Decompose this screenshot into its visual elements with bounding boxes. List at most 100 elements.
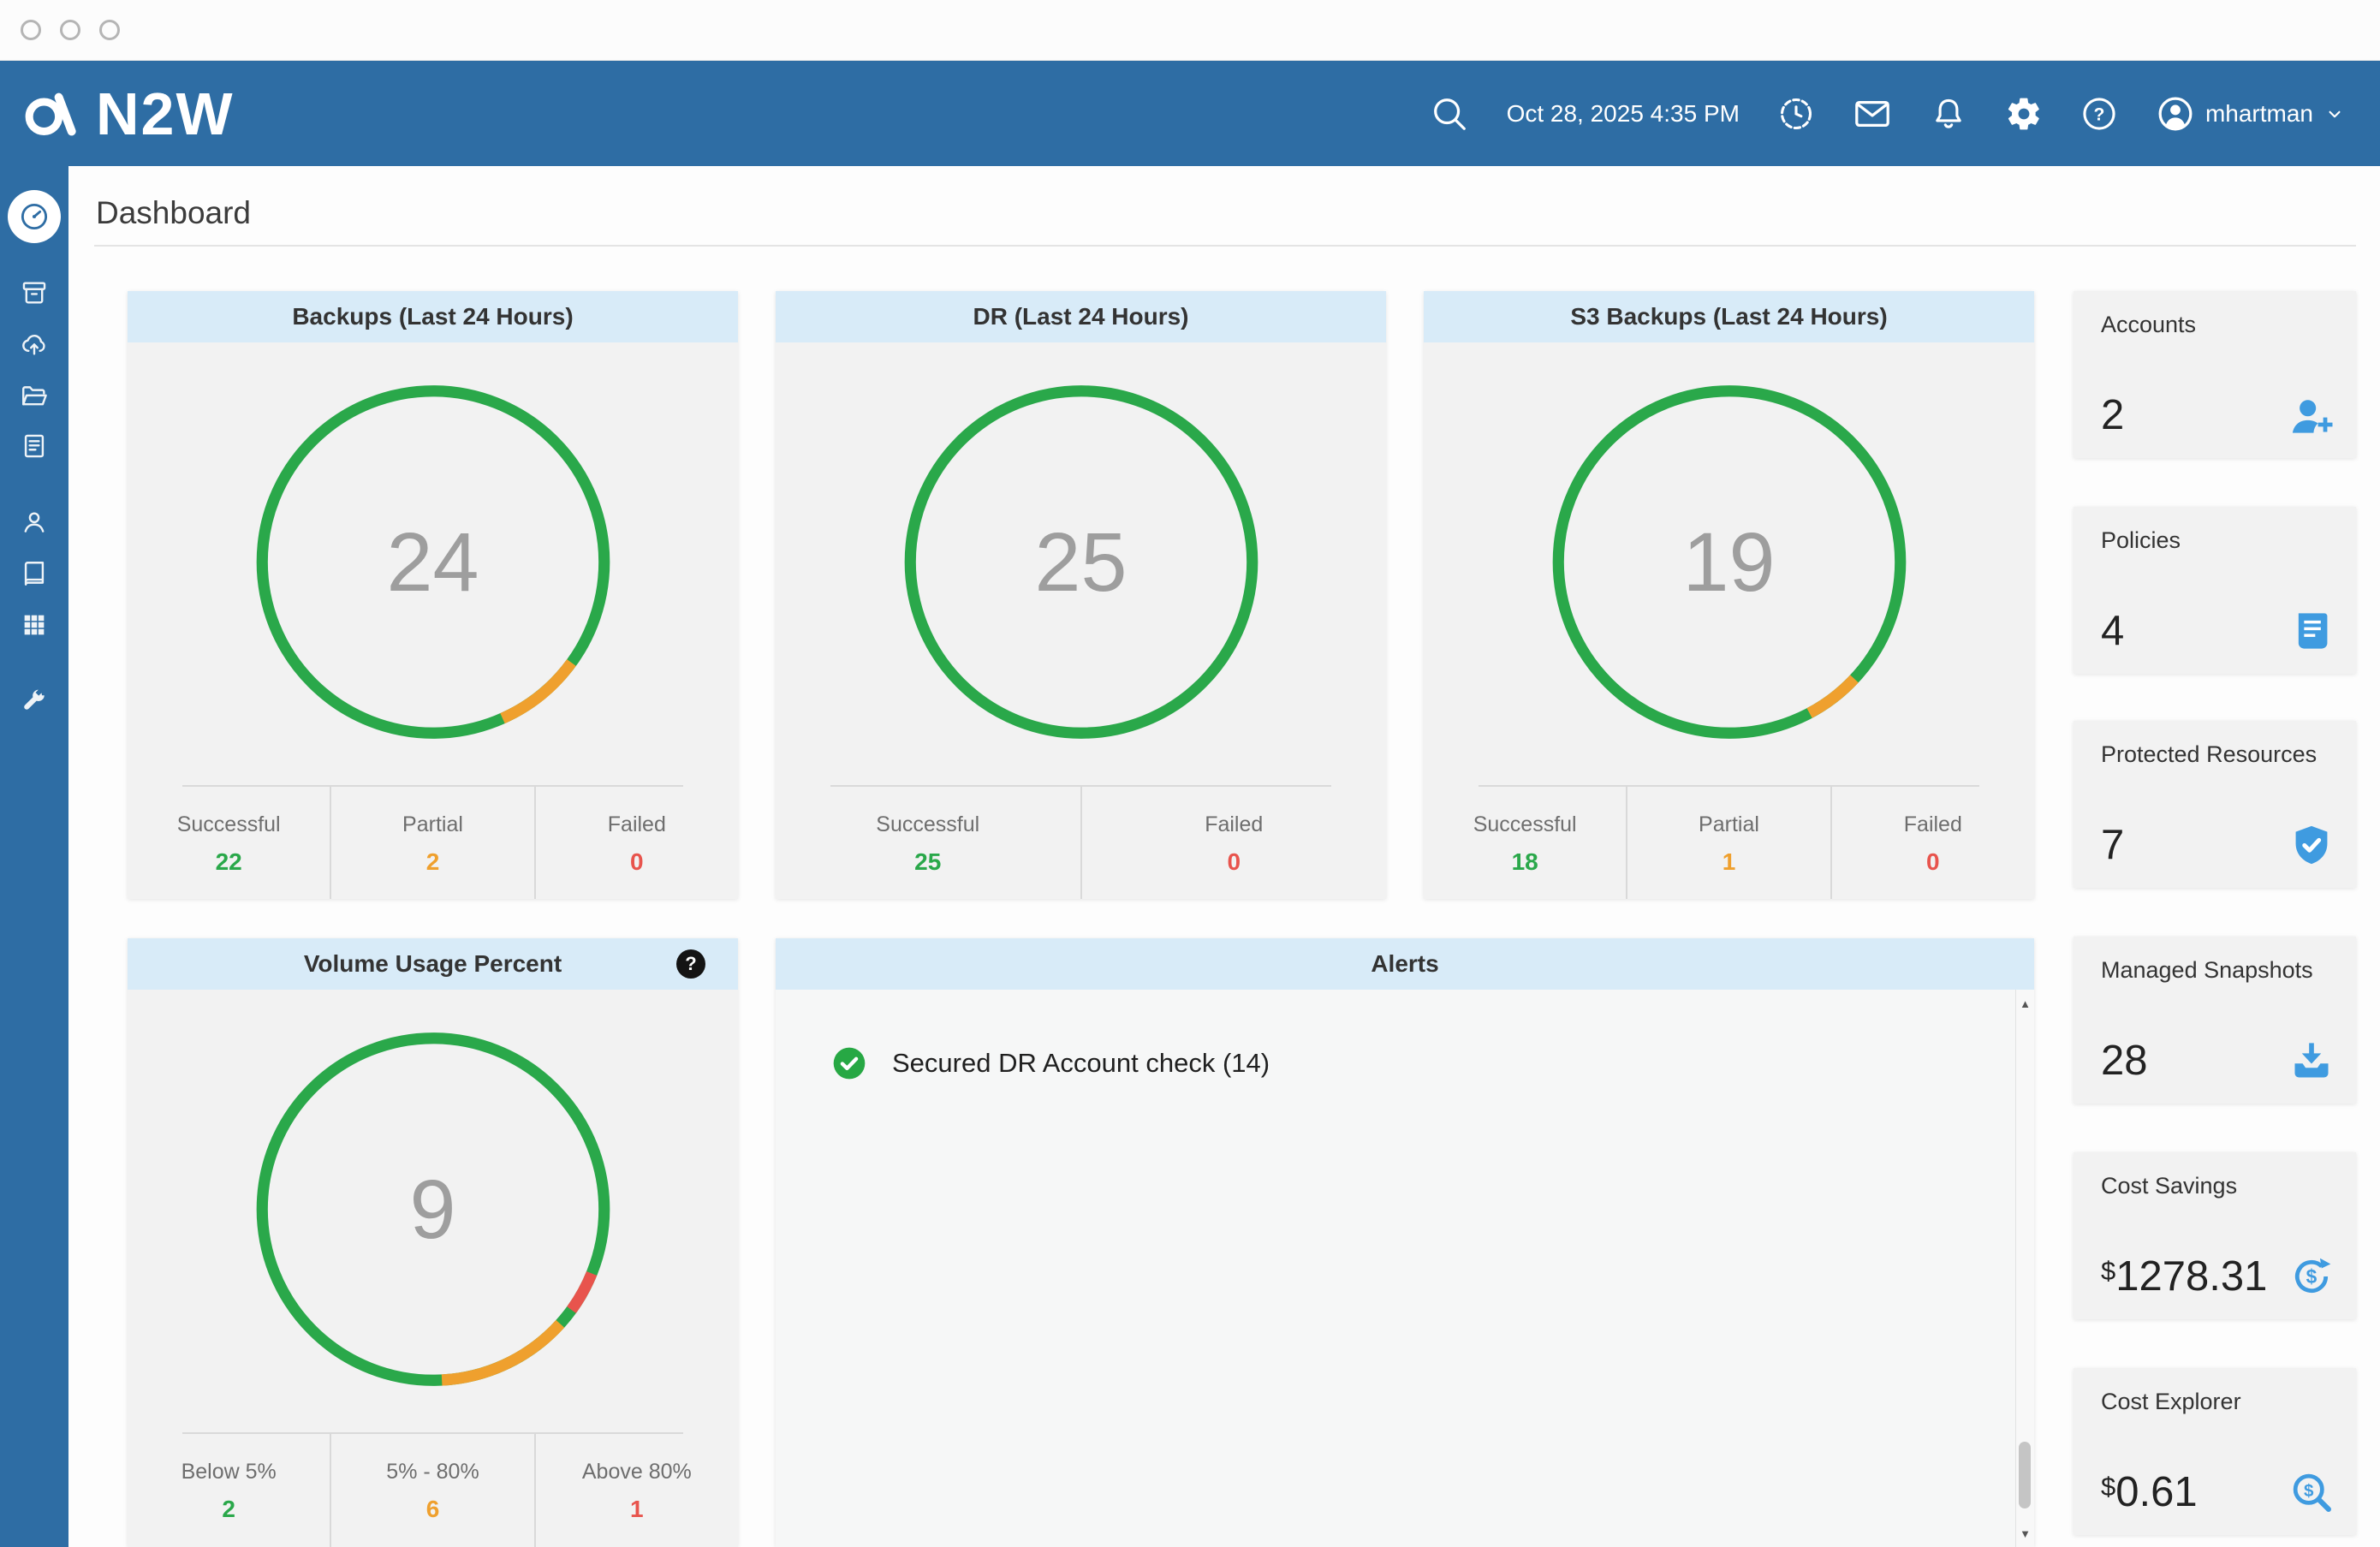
user-icon <box>2158 97 2193 130</box>
summary-card-cost-explorer[interactable]: Cost Explorer $0.61 $ <box>2074 1368 2356 1535</box>
backups-donut-chart <box>256 385 610 739</box>
stat-value: 6 <box>425 1496 440 1522</box>
window-titlebar <box>0 0 2380 61</box>
stats-row: Successful 25 Failed 0 <box>776 785 1386 899</box>
sidebar-item-resources[interactable] <box>20 382 49 415</box>
summary-title: Protected Resources <box>2101 741 2318 767</box>
dollar-search-icon: $ <box>2293 1473 2331 1512</box>
sidebar-item-schedules[interactable] <box>20 610 49 644</box>
stat-label: Partial <box>402 812 463 836</box>
sidebar-item-accounts[interactable] <box>20 508 49 541</box>
header-datetime: Oct 28, 2025 4:35 PM <box>1506 99 1740 127</box>
wrench-icon <box>24 689 45 710</box>
user-icon <box>24 512 45 533</box>
window-minimize-button[interactable] <box>60 20 80 40</box>
page-title: Dashboard <box>96 195 252 230</box>
stat-label: Below 5% <box>181 1460 277 1484</box>
card-title-text: Volume Usage Percent <box>303 950 562 977</box>
cloud-upload-icon <box>22 334 45 355</box>
donut-total: 25 <box>1034 515 1128 609</box>
summary-value: 2 <box>2101 392 2125 438</box>
summary-value: $1278.31 <box>2101 1253 2268 1300</box>
bell-icon[interactable] <box>1930 95 1967 133</box>
stat-value: 25 <box>914 848 942 875</box>
divider <box>94 245 2356 247</box>
window-maximize-button[interactable] <box>99 20 120 40</box>
stat-label: Successful <box>876 812 980 836</box>
svg-text:$: $ <box>2306 1265 2318 1288</box>
stat-value: 22 <box>215 848 242 875</box>
summary-title: Managed Snapshots <box>2101 957 2313 983</box>
sidebar-nav <box>0 166 68 1547</box>
summary-value: 4 <box>2101 608 2125 654</box>
snapshot-download-icon <box>2294 1043 2329 1078</box>
stat-value: 18 <box>1511 848 1538 875</box>
policy-icon <box>2298 613 2328 649</box>
summary-title: Cost Savings <box>2101 1173 2238 1199</box>
mail-icon[interactable] <box>1853 94 1892 134</box>
gear-icon[interactable] <box>2005 95 2043 133</box>
app-logo[interactable]: N2W <box>21 80 235 148</box>
card-title: Backups (Last 24 Hours) <box>128 291 738 342</box>
summary-card-accounts[interactable]: Accounts 2 <box>2074 291 2356 458</box>
volume-usage-card: Volume Usage Percent ? 9 Below 5% 2 5% - … <box>128 938 738 1547</box>
stat-value: 0 <box>1926 848 1940 875</box>
sidebar-item-server-settings[interactable] <box>20 687 49 720</box>
summary-title: Policies <box>2101 527 2181 553</box>
sidebar-item-logs[interactable] <box>20 559 49 592</box>
person-add-icon <box>2292 400 2333 433</box>
s3-donut-chart <box>1552 385 1906 739</box>
logo-text: N2W <box>96 80 235 147</box>
sidebar-item-backup-monitor[interactable] <box>20 278 49 312</box>
scrollbar-thumb[interactable] <box>2019 1442 2031 1508</box>
sidebar-item-dashboard[interactable] <box>8 190 61 243</box>
stat-value: 0 <box>630 848 644 875</box>
archive-icon <box>22 282 46 304</box>
card-title: Alerts <box>776 938 2034 990</box>
alerts-scrollbar[interactable]: ▲ ▼ <box>2015 990 2034 1547</box>
svg-text:$: $ <box>2304 1481 2314 1501</box>
stat-label: Above 80% <box>581 1460 692 1484</box>
summary-card-managed-snapshots[interactable]: Managed Snapshots 28 <box>2074 937 2356 1104</box>
alert-item[interactable]: Secured DR Account check (14) <box>776 990 2034 1082</box>
summary-card-protected-resources[interactable]: Protected Resources 7 <box>2074 721 2356 888</box>
scroll-up-arrow[interactable]: ▲ <box>2020 997 2031 1010</box>
donut-total: 19 <box>1682 515 1776 609</box>
stat-label: Failed <box>607 812 666 836</box>
check-circle-icon <box>833 1047 866 1080</box>
sidebar-item-reports[interactable] <box>20 431 49 465</box>
summary-value: 7 <box>2101 822 2125 868</box>
help-icon[interactable]: ? <box>2080 95 2118 133</box>
stats-row: Successful 22 Partial 2 Failed 0 <box>128 785 738 899</box>
stat-value: 2 <box>425 848 440 875</box>
scroll-down-arrow[interactable]: ▼ <box>2020 1526 2031 1540</box>
speedometer-icon <box>21 203 48 230</box>
help-icon[interactable]: ? <box>676 949 705 979</box>
svg-text:?: ? <box>2094 104 2105 124</box>
donut-total: 24 <box>386 515 479 609</box>
stat-value: 1 <box>630 1496 644 1522</box>
username: mhartman <box>2204 99 2313 127</box>
user-menu[interactable]: mhartman <box>2156 94 2346 134</box>
stat-label: Successful <box>176 812 281 836</box>
stats-row: Successful 18 Partial 1 Failed 0 <box>1424 785 2034 899</box>
stat-value: 2 <box>222 1496 235 1522</box>
chevron-down-icon <box>2329 110 2341 117</box>
donut-total: 9 <box>409 1162 456 1256</box>
stat-value: 0 <box>1227 848 1241 875</box>
window-close-button[interactable] <box>21 20 41 40</box>
card-title: S3 Backups (Last 24 Hours) <box>1424 291 2034 342</box>
stat-label: Partial <box>1699 812 1759 836</box>
stat-label: 5% - 80% <box>386 1460 479 1484</box>
summary-title: Accounts <box>2101 312 2197 337</box>
sidebar-item-recovery-monitor[interactable] <box>20 330 49 363</box>
summary-card-cost-savings[interactable]: Cost Savings $1278.31 $ <box>2074 1152 2356 1319</box>
search-icon[interactable] <box>1430 94 1469 134</box>
summary-title: Cost Explorer <box>2101 1389 2241 1414</box>
summary-value: 28 <box>2101 1038 2148 1084</box>
logo-icon <box>25 92 76 135</box>
summary-value: $0.61 <box>2101 1469 2198 1515</box>
history-clock-icon[interactable] <box>1777 95 1815 133</box>
dr-card: DR (Last 24 Hours) 25 Successful 25 Faile… <box>776 291 1386 899</box>
summary-card-policies[interactable]: Policies 4 <box>2074 507 2356 674</box>
